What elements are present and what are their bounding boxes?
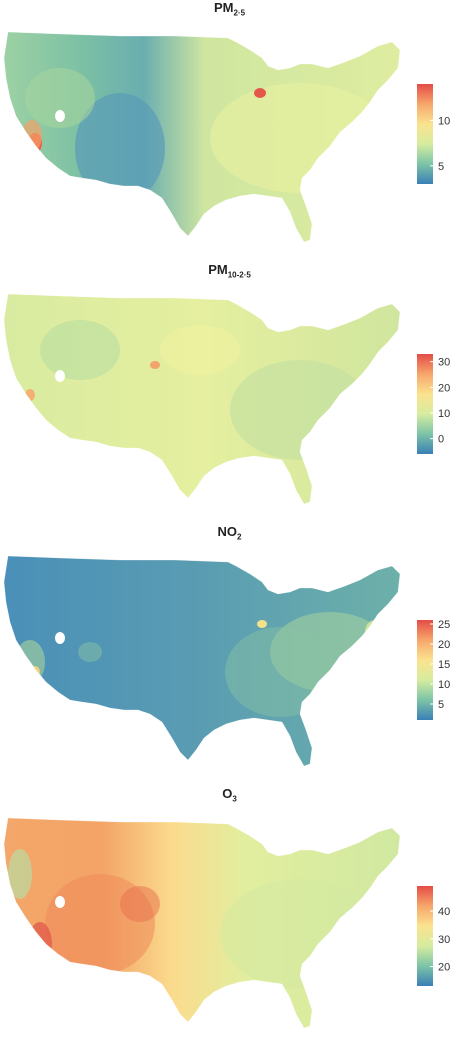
- pm10-legend-colorbar: [417, 354, 433, 454]
- o3-legend-tick-label: 40: [438, 906, 450, 918]
- pm10-title: PM10-2·5: [208, 262, 251, 280]
- no2-panel: NO2 25 20 15 10 5: [0, 524, 459, 786]
- o3-legend-tick-label: 20: [438, 962, 450, 974]
- pm25-panel: PM2·5 10 5: [0, 0, 459, 262]
- pm25-us-map: [3, 31, 401, 243]
- pm25-title: PM2·5: [213, 0, 246, 18]
- pm10-legend-tick-label: 30: [438, 357, 450, 369]
- no2-legend-tick-label: 10: [438, 679, 450, 691]
- pm10-legend-tick-label: 0: [438, 434, 444, 446]
- o3-panel: O3 40 30 20: [0, 786, 459, 1048]
- pm25-legend-tick-label: 5: [438, 161, 444, 173]
- no2-legend: 25 20 15 10 5: [417, 619, 450, 720]
- o3-legend-ticks: 40 30 20: [430, 906, 450, 974]
- no2-legend-tick-label: 5: [438, 699, 444, 711]
- no2-legend-colorbar: [417, 620, 433, 720]
- o3-us-map: [3, 817, 401, 1029]
- no2-us-map: [3, 555, 401, 767]
- pm10-panel: PM10-2·5 30 20 10 0: [0, 262, 459, 524]
- pm10-us-map: [3, 293, 401, 505]
- pm10-legend-tick-label: 20: [438, 382, 450, 394]
- pm25-legend-colorbar: [417, 84, 433, 184]
- pm25-legend-ticks: 10 5: [430, 115, 450, 173]
- no2-legend-tick-label: 15: [438, 659, 450, 671]
- pm10-legend: 30 20 10 0: [417, 354, 450, 454]
- o3-legend-colorbar: [417, 886, 433, 986]
- pm25-legend-tick-label: 10: [438, 115, 450, 127]
- no2-title: NO2: [217, 524, 242, 542]
- pm10-legend-tick-label: 10: [438, 408, 450, 420]
- no2-legend-tick-label: 20: [438, 639, 450, 651]
- o3-legend-tick-label: 30: [438, 934, 450, 946]
- pm25-legend: 10 5: [417, 84, 450, 184]
- no2-legend-tick-label: 25: [438, 619, 450, 631]
- pm10-legend-ticks: 30 20 10 0: [430, 357, 450, 446]
- no2-legend-ticks: 25 20 15 10 5: [430, 619, 450, 711]
- o3-title: O3: [222, 786, 237, 804]
- o3-legend: 40 30 20: [417, 886, 450, 986]
